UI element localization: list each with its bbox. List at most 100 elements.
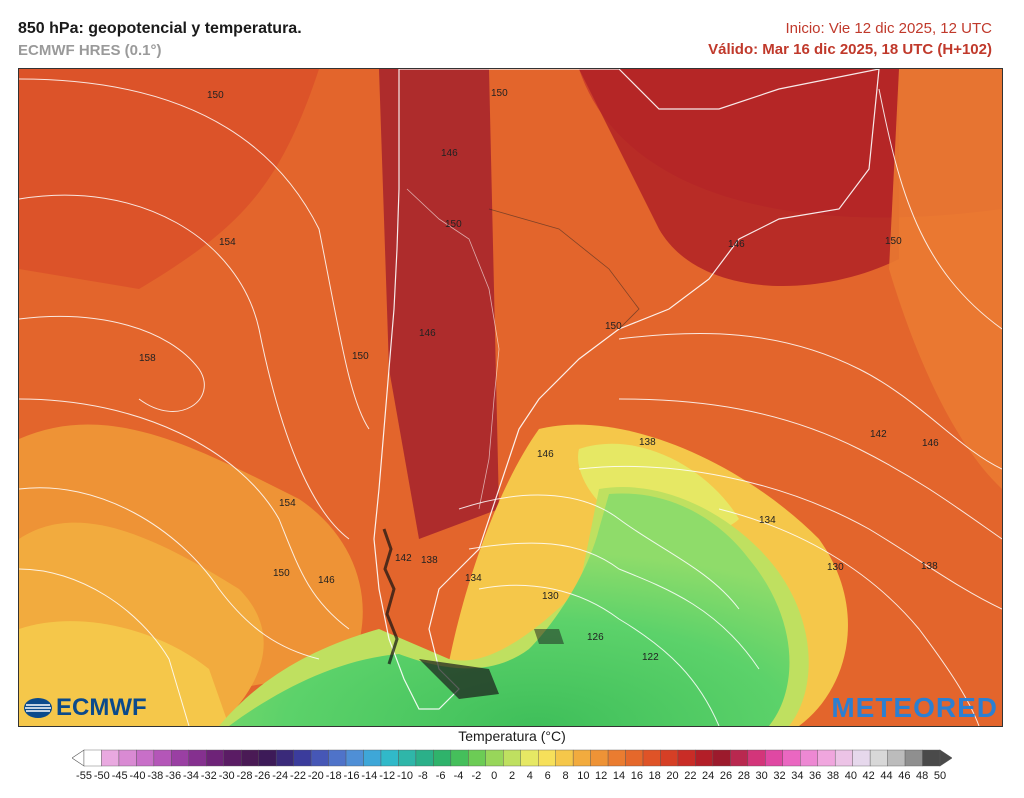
colorbar-tick-label: 6 <box>544 770 551 782</box>
colorbar-tick-label: 48 <box>916 770 929 782</box>
colorbar-swatch <box>765 749 783 767</box>
colorbar-tick-label: -2 <box>471 770 482 782</box>
colorbar-tick-label: -18 <box>325 770 342 782</box>
cool-area-sw2 <box>19 621 229 726</box>
colorbar-swatch <box>730 749 749 767</box>
colorbar-swatch <box>747 749 766 767</box>
colorbar-swatch <box>415 749 434 767</box>
colorbar-tick-label: 46 <box>898 770 911 782</box>
warm-area-pacific <box>19 69 319 289</box>
colorbar-swatch <box>223 749 242 767</box>
malvinas-islands <box>534 629 564 644</box>
colorbar-tick-label: 38 <box>826 770 840 782</box>
colorbar-swatch <box>101 749 120 767</box>
colorbar-tick-label: 16 <box>630 770 643 782</box>
colorbar-tick-label: -28 <box>236 770 253 782</box>
valid-time: Válido: Mar 16 dic 2025, 18 UTC (H+102) <box>708 41 992 58</box>
cold-core <box>229 493 790 726</box>
colorbar-swatch <box>800 749 818 767</box>
contour-label: 158 <box>139 353 156 364</box>
colorbar-tick-label: 42 <box>862 770 875 782</box>
ecmwf-logo-icon <box>24 698 52 718</box>
colorbar-tick-label: 12 <box>595 770 608 782</box>
contour-label: 130 <box>827 562 844 573</box>
colorbar-tick-label: 2 <box>508 770 516 782</box>
contour-label: 150 <box>445 219 462 230</box>
contour-label: 150 <box>352 351 369 362</box>
contour-label: 130 <box>542 591 559 602</box>
init-time: Inicio: Vie 12 dic 2025, 12 UTC <box>785 20 992 37</box>
contour-label: 146 <box>318 575 335 586</box>
colorbar-swatch <box>136 749 155 767</box>
temperature-colorbar <box>72 749 952 767</box>
colorbar-swatch <box>206 749 224 767</box>
colorbar-tick-label: -34 <box>183 770 199 782</box>
colorbar-swatch <box>503 749 521 767</box>
colorbar-tick-label: 30 <box>755 770 768 782</box>
model-label: ECMWF HRES (0.1°) <box>18 42 162 59</box>
colorbar-tick-label: -26 <box>254 770 271 782</box>
colorbar-swatch <box>834 749 853 767</box>
colorbar-tick-label: -40 <box>129 770 146 782</box>
colorbar-tick-label: 22 <box>684 770 697 782</box>
colorbar-swatch <box>380 749 399 767</box>
colorbar-tick-label: -36 <box>165 770 182 782</box>
colorbar-swatch <box>363 749 382 767</box>
colorbar-max-arrow <box>939 749 952 767</box>
colorbar-tick-label: -55 <box>76 770 92 782</box>
colorbar-tick-label: -10 <box>397 770 413 782</box>
colorbar-swatch <box>695 749 714 767</box>
colorbar-tick-label: -12 <box>379 770 396 782</box>
header-left: 850 hPa: geopotencial y temperatura. ECM… <box>18 20 302 59</box>
colorbar-tick-label: -24 <box>272 770 289 782</box>
contour-label: 150 <box>491 88 508 99</box>
contour-label: 122 <box>642 652 659 663</box>
colorbar-swatch <box>712 749 731 767</box>
colorbar-swatch <box>852 749 871 767</box>
contour-label: 154 <box>219 237 236 248</box>
colorbar-tick-label: 40 <box>844 770 857 782</box>
colorbar-swatch <box>625 749 644 767</box>
colorbar-tick-label: 10 <box>577 770 590 782</box>
colorbar-tick-label: -22 <box>290 770 306 782</box>
colorbar-min-arrow <box>72 749 85 767</box>
ecmwf-logo-text: ECMWF <box>56 694 147 721</box>
colorbar-tick-label: 44 <box>880 770 893 782</box>
colorbar-title: Temperatura (°C) <box>458 728 566 744</box>
isohypses <box>19 78 1002 726</box>
border-line <box>406 188 500 510</box>
contour-label: 146 <box>441 148 458 159</box>
colorbar-tick-label: -32 <box>200 770 217 782</box>
colorbar-swatch <box>538 749 556 767</box>
colorbar-swatch <box>310 749 329 767</box>
colorbar-labels: -55 -50 -45 -40 -38 -36 -34 -32 -30 -28 -26 -24 -22-… <box>76 770 946 786</box>
colorbar-swatch <box>171 749 190 767</box>
colorbar-swatch <box>555 749 574 767</box>
colorbar-swatch <box>642 749 661 767</box>
colorbar-swatch <box>660 749 679 767</box>
weather-map[interactable]: 150 150 146 154 150 146 150 150 146 158 … <box>18 68 1003 727</box>
hot-area-brazil <box>579 69 899 287</box>
contour-label: 134 <box>759 515 776 526</box>
colorbar-tick-label: 28 <box>737 770 750 782</box>
colorbar-tick-label: -16 <box>343 770 360 782</box>
contour-label: 150 <box>273 568 290 579</box>
colorbar-swatch <box>345 749 364 767</box>
colorbar-swatch <box>590 749 609 767</box>
contour-label: 134 <box>465 573 482 584</box>
contour-label: 138 <box>921 561 938 572</box>
colorbar-tick-label: 4 <box>526 770 533 782</box>
contour-label: 126 <box>587 632 604 643</box>
colorbar-swatch <box>677 749 696 767</box>
contour-label: 138 <box>639 437 656 448</box>
colorbar-tick-label: 26 <box>719 770 733 782</box>
colorbar-swatch <box>275 749 294 767</box>
contour-label: 150 <box>605 321 622 332</box>
contour-label: 146 <box>419 328 436 339</box>
colorbar-swatch <box>188 749 207 767</box>
colorbar-tick-label: -4 <box>453 770 464 782</box>
colorbar-swatch <box>782 749 801 767</box>
colorbar-swatch <box>293 749 312 767</box>
colorbar-tick-label: -20 <box>307 770 324 782</box>
coastline <box>373 69 880 710</box>
